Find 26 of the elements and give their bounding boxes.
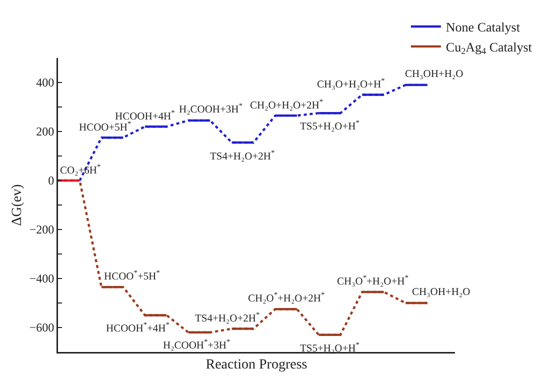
annotation: TS5+H₂O+H$^{*}$ — [300, 118, 360, 132]
annotation: CH₃O$^{*}$+H₂O+H$^{*}$ — [337, 273, 409, 288]
annotation: HCOO+5H$^{*}$ — [79, 119, 132, 134]
y-tick-label: −400 — [29, 272, 54, 286]
annotation: CO₂+6H$^{*}$ — [60, 162, 102, 176]
y-tick-label: −200 — [29, 222, 54, 237]
annotation: TS4+H₂O+2H$^{*}$ — [195, 310, 260, 324]
annotation: CH₂O$^{*}$+H₂O+2H$^{*}$ — [248, 290, 326, 304]
annotation: H₂COOH+3H$^{*}$ — [179, 101, 243, 116]
y-axis-title: ΔG(ev) — [10, 184, 26, 226]
annotation: CH₃O+H₂O+H$^{*}$ — [317, 76, 386, 90]
x-axis-title: Reaction Progress — [206, 358, 308, 373]
legend-label: Cu$_{2}$Ag$_{4}$ Catalyst — [446, 40, 532, 56]
y-tick-label: 200 — [36, 124, 54, 139]
annotation: HCOO$^{*}$+5H$^{*}$ — [104, 268, 160, 282]
annotation: TS5+H₂O+H$^{*}$ — [300, 340, 360, 354]
annotation: HCOOH$^{*}$+4H$^{*}$ — [106, 320, 170, 334]
annotation: TS4+H₂O+2H$^{*}$ — [210, 148, 276, 162]
annotation: CH₃OH+H₂O — [405, 69, 464, 80]
y-tick-label: −600 — [29, 320, 54, 335]
annotation: CH₂O+H₂O+2H$^{*}$ — [250, 97, 324, 112]
y-tick-label: 0 — [48, 174, 54, 188]
annotation: H₂COOH$^{*}$+3H$^{*}$ — [163, 337, 230, 352]
y-tick-label: 400 — [36, 76, 54, 90]
annotation: CH₃OH+H₂O — [412, 287, 471, 298]
legend-label: None Catalyst — [446, 20, 520, 35]
